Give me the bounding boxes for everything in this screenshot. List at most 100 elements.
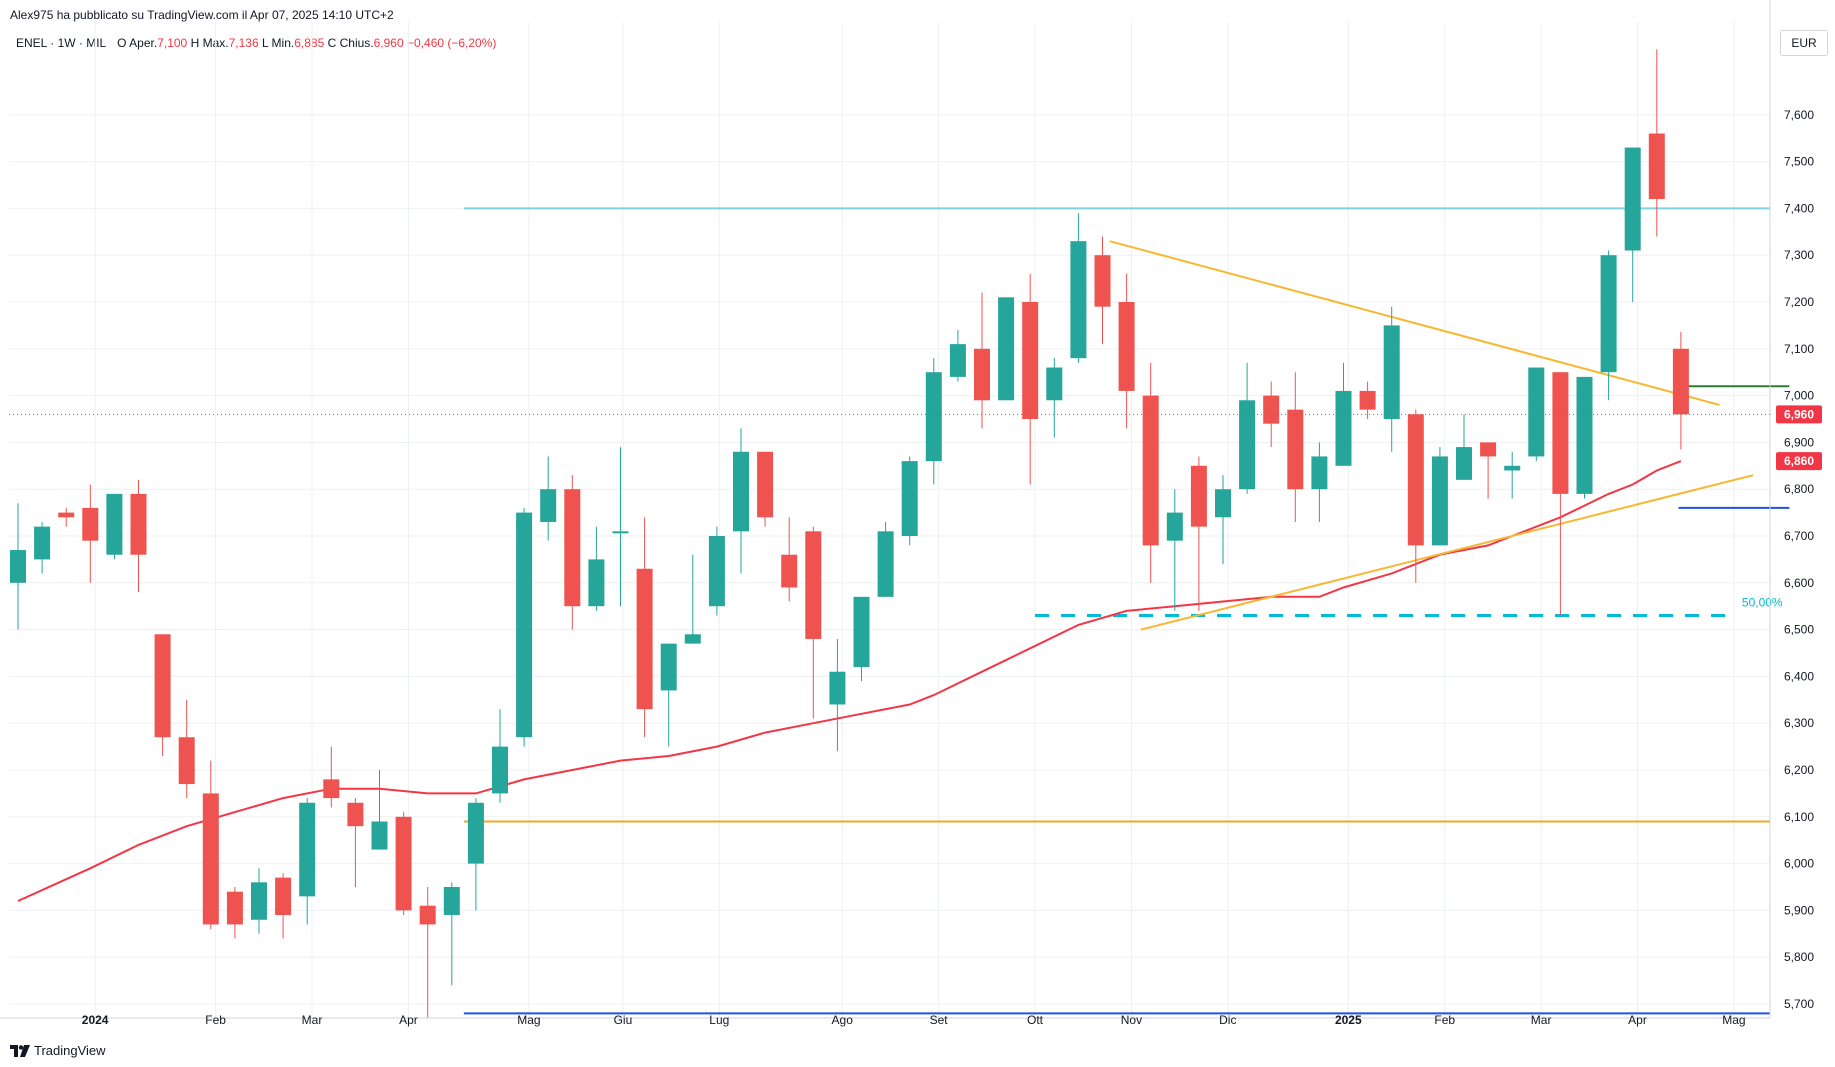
candle-down: [781, 517, 798, 602]
candle-body: [1672, 348, 1689, 415]
candle-down: [226, 887, 243, 939]
candle-up: [708, 526, 725, 616]
candle-body: [1480, 442, 1497, 457]
y-tick-label: 7,200: [1784, 295, 1814, 309]
candle-body: [1046, 367, 1063, 401]
y-tick-label: 7,500: [1784, 155, 1814, 169]
x-tick-label: Lug: [709, 1013, 729, 1027]
candle-up: [443, 882, 460, 986]
candle-body: [636, 568, 653, 710]
candle-body: [805, 531, 822, 639]
candle-body: [395, 816, 412, 911]
candle-down: [757, 451, 774, 527]
logo-text: TradingView: [34, 1043, 106, 1058]
legend-symbol: ENEL · 1W · MIL: [16, 36, 106, 50]
candle-body: [106, 493, 123, 555]
last-price-tag-text: 6,960: [1784, 407, 1814, 421]
candle-body: [443, 887, 460, 916]
candle-down: [1094, 236, 1111, 345]
candle-body: [1504, 465, 1521, 471]
candle-down: [1672, 331, 1689, 450]
currency-button[interactable]: EUR: [1780, 30, 1828, 56]
candle-up: [1456, 414, 1472, 480]
candle-body: [925, 372, 942, 462]
candle-body: [901, 461, 918, 536]
y-tick-label: 7,400: [1784, 201, 1814, 215]
candle-body: [540, 489, 557, 522]
candle-up: [540, 456, 557, 541]
candle-body: [1407, 414, 1424, 546]
candle-down: [58, 507, 75, 527]
candle-up: [467, 798, 484, 911]
candle-up: [1624, 147, 1641, 302]
y-tick-label: 6,700: [1784, 529, 1814, 543]
candle-body: [781, 554, 798, 588]
candle-down: [1190, 456, 1207, 611]
candle-body: [1142, 395, 1159, 546]
candle-body: [516, 512, 533, 738]
candle-up: [1166, 489, 1183, 611]
candle-down: [130, 479, 147, 593]
y-tick-label: 7,000: [1784, 389, 1814, 403]
candle-body: [10, 550, 26, 583]
candle-body: [492, 746, 508, 794]
candle-body: [323, 779, 340, 799]
candle-down: [805, 526, 822, 719]
candle-body: [1022, 302, 1039, 419]
candle-body: [34, 526, 51, 560]
last-price-tag: 6,960: [1776, 405, 1822, 424]
candle-up: [251, 868, 267, 934]
y-tick-label: 7,100: [1784, 342, 1814, 356]
candle-body: [1239, 400, 1256, 490]
candle-body: [1383, 325, 1400, 419]
candle-body: [1624, 147, 1641, 251]
candle-up: [1504, 451, 1521, 499]
x-tick-label: Ott: [1027, 1013, 1044, 1027]
x-tick-label: Mag: [517, 1013, 540, 1027]
candle-up: [1528, 367, 1545, 462]
x-tick-label: Mag: [1722, 1013, 1745, 1027]
x-tick-label: 2024: [82, 1013, 109, 1027]
candle-up: [492, 709, 508, 803]
y-tick-label: 6,900: [1784, 435, 1814, 449]
candle-up: [1046, 358, 1063, 438]
candle-body: [1118, 302, 1135, 391]
candle-body: [1094, 255, 1111, 307]
x-tick-label: Mar: [302, 1013, 323, 1027]
candle-down: [419, 887, 436, 1019]
candle-body: [1552, 372, 1569, 494]
candle-up: [516, 507, 533, 747]
candle-body: [660, 643, 677, 691]
candle-body: [1287, 409, 1304, 490]
published-by-line: Alex975 ha pubblicato su TradingView.com…: [10, 8, 394, 22]
candle-down: [323, 746, 340, 808]
candle-down: [1118, 273, 1135, 429]
trend-lines: [1109, 240, 1754, 631]
candle-up: [949, 330, 966, 382]
candle-body: [1190, 465, 1207, 527]
legend-close-label: C: [327, 36, 337, 50]
legend-high-label: H: [190, 36, 200, 50]
candle-body: [371, 821, 388, 850]
tradingview-logo[interactable]: TradingView: [10, 1043, 106, 1058]
candle-up: [901, 456, 918, 546]
candle-body: [178, 737, 195, 785]
moving-average-layer: [17, 460, 1682, 902]
candle-body: [612, 531, 629, 534]
candle-up: [612, 447, 629, 607]
candle-down: [1552, 372, 1569, 616]
candle-up: [1239, 362, 1256, 494]
candle-up: [829, 638, 846, 752]
descending-trendline: [1109, 240, 1720, 406]
candle-up: [1600, 250, 1617, 401]
candle-body: [998, 297, 1015, 401]
x-tick-label: Ago: [832, 1013, 854, 1027]
candle-up: [10, 503, 26, 630]
legend-open-label: O: [117, 36, 127, 50]
candle-up: [1431, 447, 1448, 546]
candle-up: [1215, 475, 1231, 565]
candle-down: [1480, 442, 1497, 499]
candle-up: [1576, 376, 1593, 499]
x-tick-label: Apr: [399, 1013, 418, 1027]
